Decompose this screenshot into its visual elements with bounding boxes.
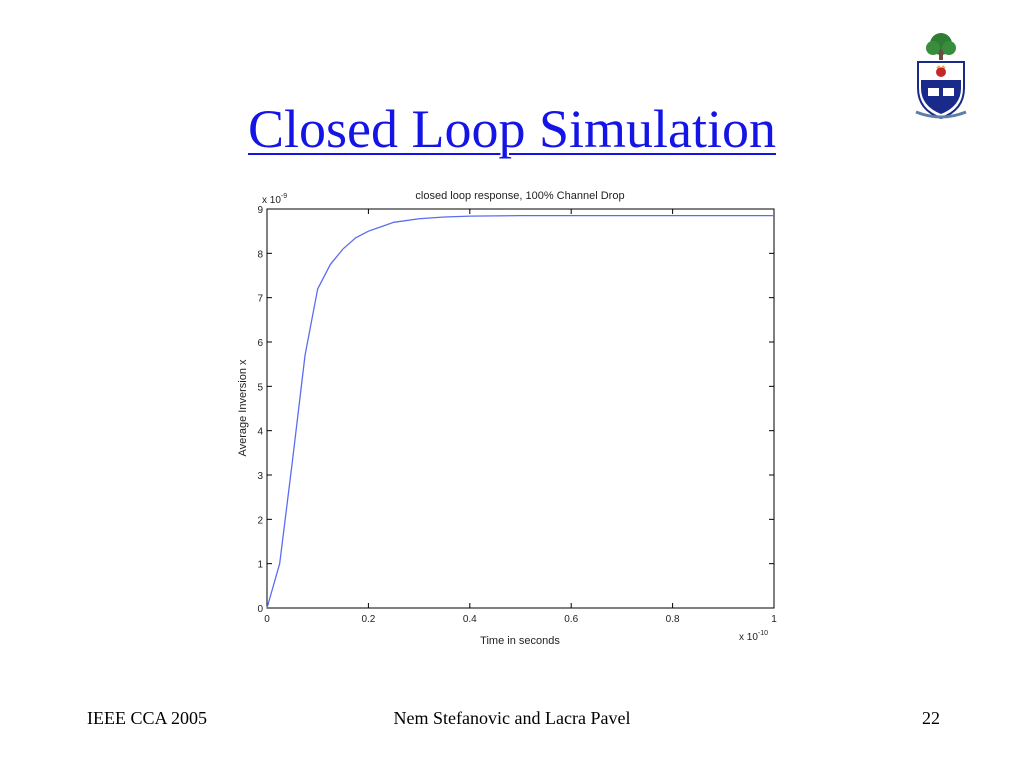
x-tick-label: 1 (771, 614, 777, 625)
footer-conference: IEEE CCA 2005 (87, 708, 207, 728)
line-chart: 0 1 2 3 4 5 6 7 8 9 0 0.2 0.4 0.6 0.8 1 closed loop re… (237, 190, 777, 647)
x-tick-label: 0.8 (666, 614, 680, 625)
series-line (266, 215, 774, 609)
x-tick-label: 0.4 (463, 614, 477, 625)
x-tick-labels: 0 0.2 0.4 0.6 0.8 1 (264, 614, 777, 625)
x-axis-label: Time in seconds (480, 635, 560, 647)
y-tick-label: 8 (257, 249, 263, 260)
y-tick-label: 9 (257, 205, 263, 216)
y-tick-label: 0 (257, 604, 263, 615)
y-tick-label: 6 (257, 338, 263, 349)
university-crest-icon (915, 33, 967, 120)
y-axis-label: Average Inversion x (237, 359, 249, 457)
y-tick-label: 3 (257, 471, 263, 482)
x-exponent-label: x 10-10 (739, 630, 768, 643)
footer-authors: Nem Stefanovic and Lacra Pavel (393, 708, 631, 728)
footer-page-number: 22 (922, 708, 940, 728)
x-tick-label: 0.2 (361, 614, 375, 625)
x-tick-label: 0 (264, 614, 270, 625)
y-exponent-power: -9 (281, 193, 287, 200)
slide-title: Closed Loop Simulation (247, 99, 776, 159)
y-tick-label: 4 (257, 427, 263, 438)
y-tick-label: 2 (257, 515, 263, 526)
y-tick-label: 1 (257, 560, 263, 571)
chart-title: closed loop response, 100% Channel Drop (415, 190, 624, 202)
axis-ticks (266, 208, 775, 609)
plot-area (266, 208, 775, 609)
y-tick-label: 5 (257, 382, 263, 393)
y-exponent-label: x 10-9 (262, 193, 287, 206)
x-tick-label: 0.6 (564, 614, 578, 625)
x-exponent-power: -10 (758, 630, 768, 637)
y-tick-labels: 0 1 2 3 4 5 6 7 8 9 (257, 205, 263, 615)
y-tick-label: 7 (257, 294, 263, 305)
